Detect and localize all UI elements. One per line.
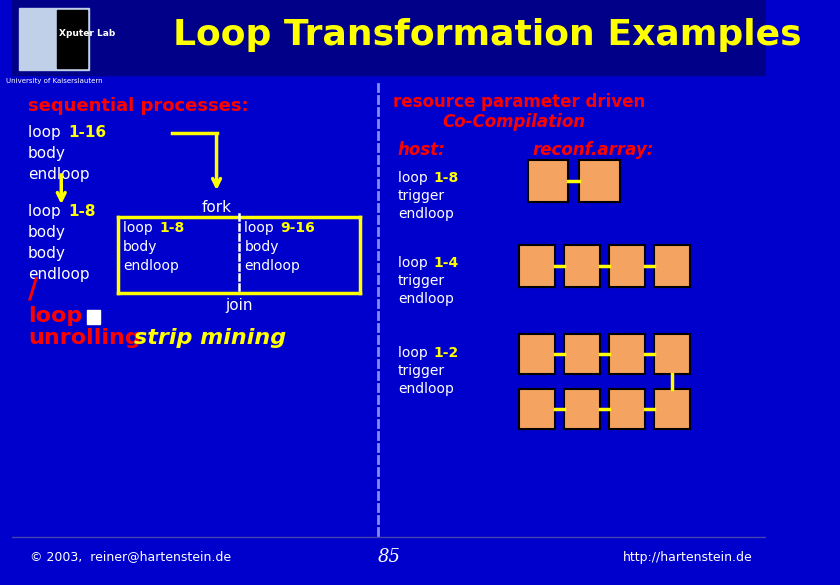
Bar (564, 389, 600, 429)
Text: endloop: endloop (398, 382, 454, 396)
Bar (580, 160, 620, 202)
Bar (654, 334, 690, 374)
Bar (519, 389, 555, 429)
Bar (87, 310, 100, 324)
Text: trigger: trigger (398, 364, 445, 378)
Bar (519, 245, 555, 287)
Bar (654, 245, 690, 287)
Text: body: body (244, 240, 279, 254)
Text: endloop: endloop (28, 267, 90, 282)
Text: 1-8: 1-8 (159, 221, 184, 235)
Text: Xputer Lab: Xputer Lab (59, 29, 115, 37)
Bar (57, 10, 87, 68)
Text: /: / (28, 275, 38, 303)
Bar (19, 8, 89, 70)
Text: loop: loop (398, 171, 432, 185)
Text: loop: loop (28, 204, 66, 219)
Bar (609, 245, 645, 287)
Bar (564, 334, 600, 374)
Bar (519, 334, 555, 374)
Text: © 2003,  reiner@hartenstein.de: © 2003, reiner@hartenstein.de (30, 550, 231, 563)
Text: body: body (28, 146, 66, 161)
Bar (609, 334, 645, 374)
Text: loop: loop (398, 346, 432, 360)
Text: unrolling: unrolling (28, 328, 141, 348)
Text: endloop: endloop (123, 259, 179, 273)
Text: sequential processes:: sequential processes: (28, 97, 249, 115)
Text: 9-16: 9-16 (281, 221, 315, 235)
Text: endloop: endloop (28, 167, 90, 182)
Bar (654, 389, 690, 429)
Bar (528, 160, 569, 202)
Text: host:: host: (398, 141, 446, 159)
Text: body: body (28, 246, 66, 261)
Text: 1-8: 1-8 (68, 204, 96, 219)
Text: 1-16: 1-16 (68, 125, 107, 140)
Text: 85: 85 (377, 548, 401, 566)
Text: loop: loop (398, 256, 432, 270)
Text: endloop: endloop (244, 259, 300, 273)
Text: loop: loop (28, 125, 66, 140)
Text: University of Kaiserslautern: University of Kaiserslautern (6, 78, 102, 84)
Text: join: join (225, 298, 253, 313)
Text: Co-Compilation: Co-Compilation (443, 113, 585, 131)
Text: body: body (123, 240, 158, 254)
Text: strip mining: strip mining (134, 328, 286, 348)
Text: trigger: trigger (398, 274, 445, 288)
Text: endloop: endloop (398, 207, 454, 221)
Text: endloop: endloop (398, 292, 454, 306)
Text: body: body (28, 225, 66, 240)
Text: 1-2: 1-2 (433, 346, 459, 360)
Text: loop: loop (123, 221, 157, 235)
Bar (609, 389, 645, 429)
Text: 1-8: 1-8 (433, 171, 459, 185)
Text: http://hartenstein.de: http://hartenstein.de (622, 550, 753, 563)
Text: reconf.array:: reconf.array: (533, 141, 654, 159)
Bar (12, 0, 766, 75)
Text: loop: loop (28, 306, 82, 326)
Text: fork: fork (202, 200, 232, 215)
Text: resource parameter driven: resource parameter driven (393, 93, 646, 111)
Text: 1-4: 1-4 (433, 256, 459, 270)
Text: loop: loop (244, 221, 279, 235)
Text: trigger: trigger (398, 189, 445, 203)
Bar (564, 245, 600, 287)
Text: Loop Transformation Examples: Loop Transformation Examples (173, 18, 802, 51)
